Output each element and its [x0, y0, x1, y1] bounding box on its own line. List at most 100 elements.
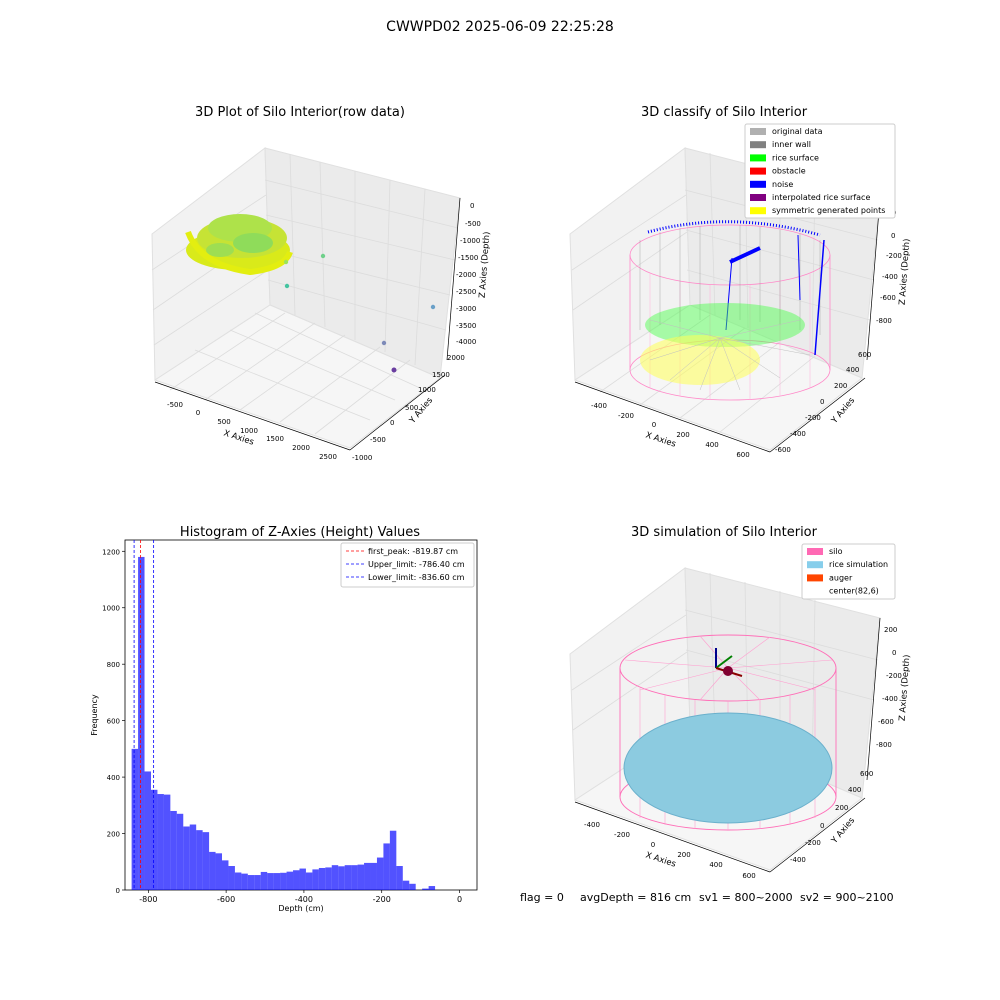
- simulation-y-ticks: -400 -200 0 200 400 600: [790, 770, 873, 864]
- sv2-text: sv2 = 900~2100: [800, 891, 894, 904]
- histogram-x-tick-label: -800: [139, 895, 157, 904]
- classify-interpolated-rays: [649, 319, 811, 391]
- raw-x-ticks: -500 0 500 1000 1500 2000 2500: [167, 401, 337, 461]
- classify-x-ticks: -400 -200 0 200 400 600: [591, 402, 750, 459]
- svg-text:200: 200: [677, 851, 690, 859]
- histogram-legend-label: Upper_limit: -786.40 cm: [368, 560, 465, 569]
- classify-noise-points: [647, 220, 825, 356]
- histogram-bar: [209, 851, 216, 890]
- raw-y-ticks: -1000 -500 0 500 1000 1500 2000: [352, 354, 465, 462]
- panel-raw-3d: 3D Plot of Silo Interior(row data): [151, 105, 493, 462]
- legend-label: rice surface: [772, 153, 819, 162]
- histogram-bar: [389, 830, 397, 890]
- raw-outlier-points: [283, 253, 436, 373]
- svg-text:-600: -600: [878, 718, 894, 726]
- svg-text:200: 200: [884, 626, 897, 634]
- legend-label: obstacle: [772, 167, 806, 176]
- svg-text:-3500: -3500: [456, 322, 476, 330]
- svg-text:0: 0: [196, 409, 200, 417]
- svg-text:-200: -200: [614, 831, 630, 839]
- svg-text:-800: -800: [876, 741, 892, 749]
- legend-label: center(82,6): [829, 587, 879, 596]
- svg-text:0: 0: [652, 421, 656, 429]
- svg-text:0: 0: [470, 202, 474, 210]
- histogram-bar: [222, 860, 229, 890]
- histogram-bar: [318, 867, 326, 890]
- svg-text:-1500: -1500: [458, 254, 478, 262]
- histogram-bar: [370, 862, 377, 890]
- legend-label: silo: [829, 547, 843, 556]
- svg-text:-400: -400: [790, 430, 806, 438]
- histogram-legend: first_peak: -819.87 cm Upper_limit: -786.…: [340, 542, 475, 588]
- raw-z-axis-line: [446, 197, 461, 361]
- histogram-y-tick-label: 400: [107, 774, 120, 782]
- svg-text:0: 0: [892, 649, 896, 657]
- panel-simulation-3d: 3D simulation of Silo Interior: [569, 525, 912, 880]
- raw-z-label: Z Axies (Depth): [478, 231, 493, 298]
- svg-text:400: 400: [705, 441, 718, 449]
- classify-symmetric-points: [640, 335, 760, 385]
- classify-z-axis-line: [866, 197, 881, 361]
- legend-swatch: [750, 207, 766, 215]
- raw-point-cloud: [185, 214, 293, 276]
- raw-pane-floor: [153, 304, 441, 449]
- histogram-bar: [196, 830, 203, 890]
- legend-label: rice simulation: [829, 560, 888, 569]
- svg-text:-1000: -1000: [352, 454, 372, 462]
- simulation-legend: silo rice simulation auger center(82,6): [801, 543, 896, 600]
- histogram-y-tick-label: 1000: [102, 605, 120, 613]
- simulation-z-axis-line: [866, 617, 881, 781]
- figure-suptitle: CWWPD02 2025-06-09 22:25:28: [386, 19, 614, 35]
- classify-title: 3D classify of Silo Interior: [641, 105, 808, 120]
- svg-text:2000: 2000: [447, 354, 465, 362]
- histogram-bar: [312, 869, 319, 890]
- svg-text:0: 0: [820, 822, 824, 830]
- histogram-bar: [305, 872, 313, 890]
- legend-label: noise: [772, 180, 793, 189]
- histogram-legend-label: Lower_limit: -836.60 cm: [368, 573, 465, 582]
- svg-text:600: 600: [858, 351, 871, 359]
- histogram-x-tick-label: -600: [217, 895, 235, 904]
- classify-y-axis-line: [769, 377, 866, 453]
- legend-swatch: [750, 180, 766, 188]
- svg-text:-400: -400: [882, 273, 898, 281]
- histogram-bar: [234, 872, 242, 890]
- avg-depth-text: avgDepth = 816 cm: [580, 891, 691, 904]
- simulation-rice-surface: [623, 712, 833, 824]
- histogram-bar: [422, 888, 429, 890]
- histogram-y-ticks: 0 200 400 600 800 1000 1200: [102, 548, 125, 895]
- histogram-x-label: Depth (cm): [278, 904, 323, 913]
- histogram-bar: [260, 871, 268, 890]
- simulation-x-axis-line: [574, 801, 771, 873]
- histogram-bar: [183, 826, 190, 890]
- svg-text:-2500: -2500: [456, 288, 476, 296]
- classify-z-label: Z Axies (Depth): [898, 238, 913, 305]
- svg-text:200: 200: [834, 382, 847, 390]
- histogram-bar: [383, 843, 390, 890]
- legend-swatch: [750, 128, 766, 135]
- legend-swatch: [750, 167, 766, 175]
- svg-text:-400: -400: [584, 821, 600, 829]
- histogram-x-tick-label: 0: [457, 895, 462, 904]
- histogram-bar: [325, 867, 332, 890]
- svg-text:-600: -600: [775, 446, 791, 454]
- svg-text:1500: 1500: [266, 435, 284, 443]
- svg-text:1000: 1000: [418, 386, 436, 394]
- svg-text:-400: -400: [790, 856, 806, 864]
- histogram-reference-lines: [133, 540, 155, 890]
- histogram-bar: [344, 865, 352, 890]
- legend-swatch: [750, 154, 766, 162]
- svg-text:200: 200: [676, 431, 689, 439]
- panel-histogram: Histogram of Z-Axies (Height) Values -80…: [90, 525, 478, 913]
- sv1-text: sv1 = 800~2000: [699, 891, 793, 904]
- raw-z-ticks: 0 -500 -1000 -1500 -2000 -2500 -3000 -35…: [456, 202, 481, 346]
- histogram-x-tick-label: -400: [295, 895, 313, 904]
- histogram-y-tick-label: 800: [107, 661, 120, 669]
- svg-text:-1000: -1000: [460, 237, 480, 245]
- svg-text:2500: 2500: [319, 453, 337, 461]
- svg-text:-400: -400: [882, 695, 898, 703]
- histogram-bar: [228, 866, 235, 890]
- legend-swatch: [807, 574, 823, 582]
- legend-swatch: [807, 561, 823, 569]
- svg-text:200: 200: [835, 804, 848, 812]
